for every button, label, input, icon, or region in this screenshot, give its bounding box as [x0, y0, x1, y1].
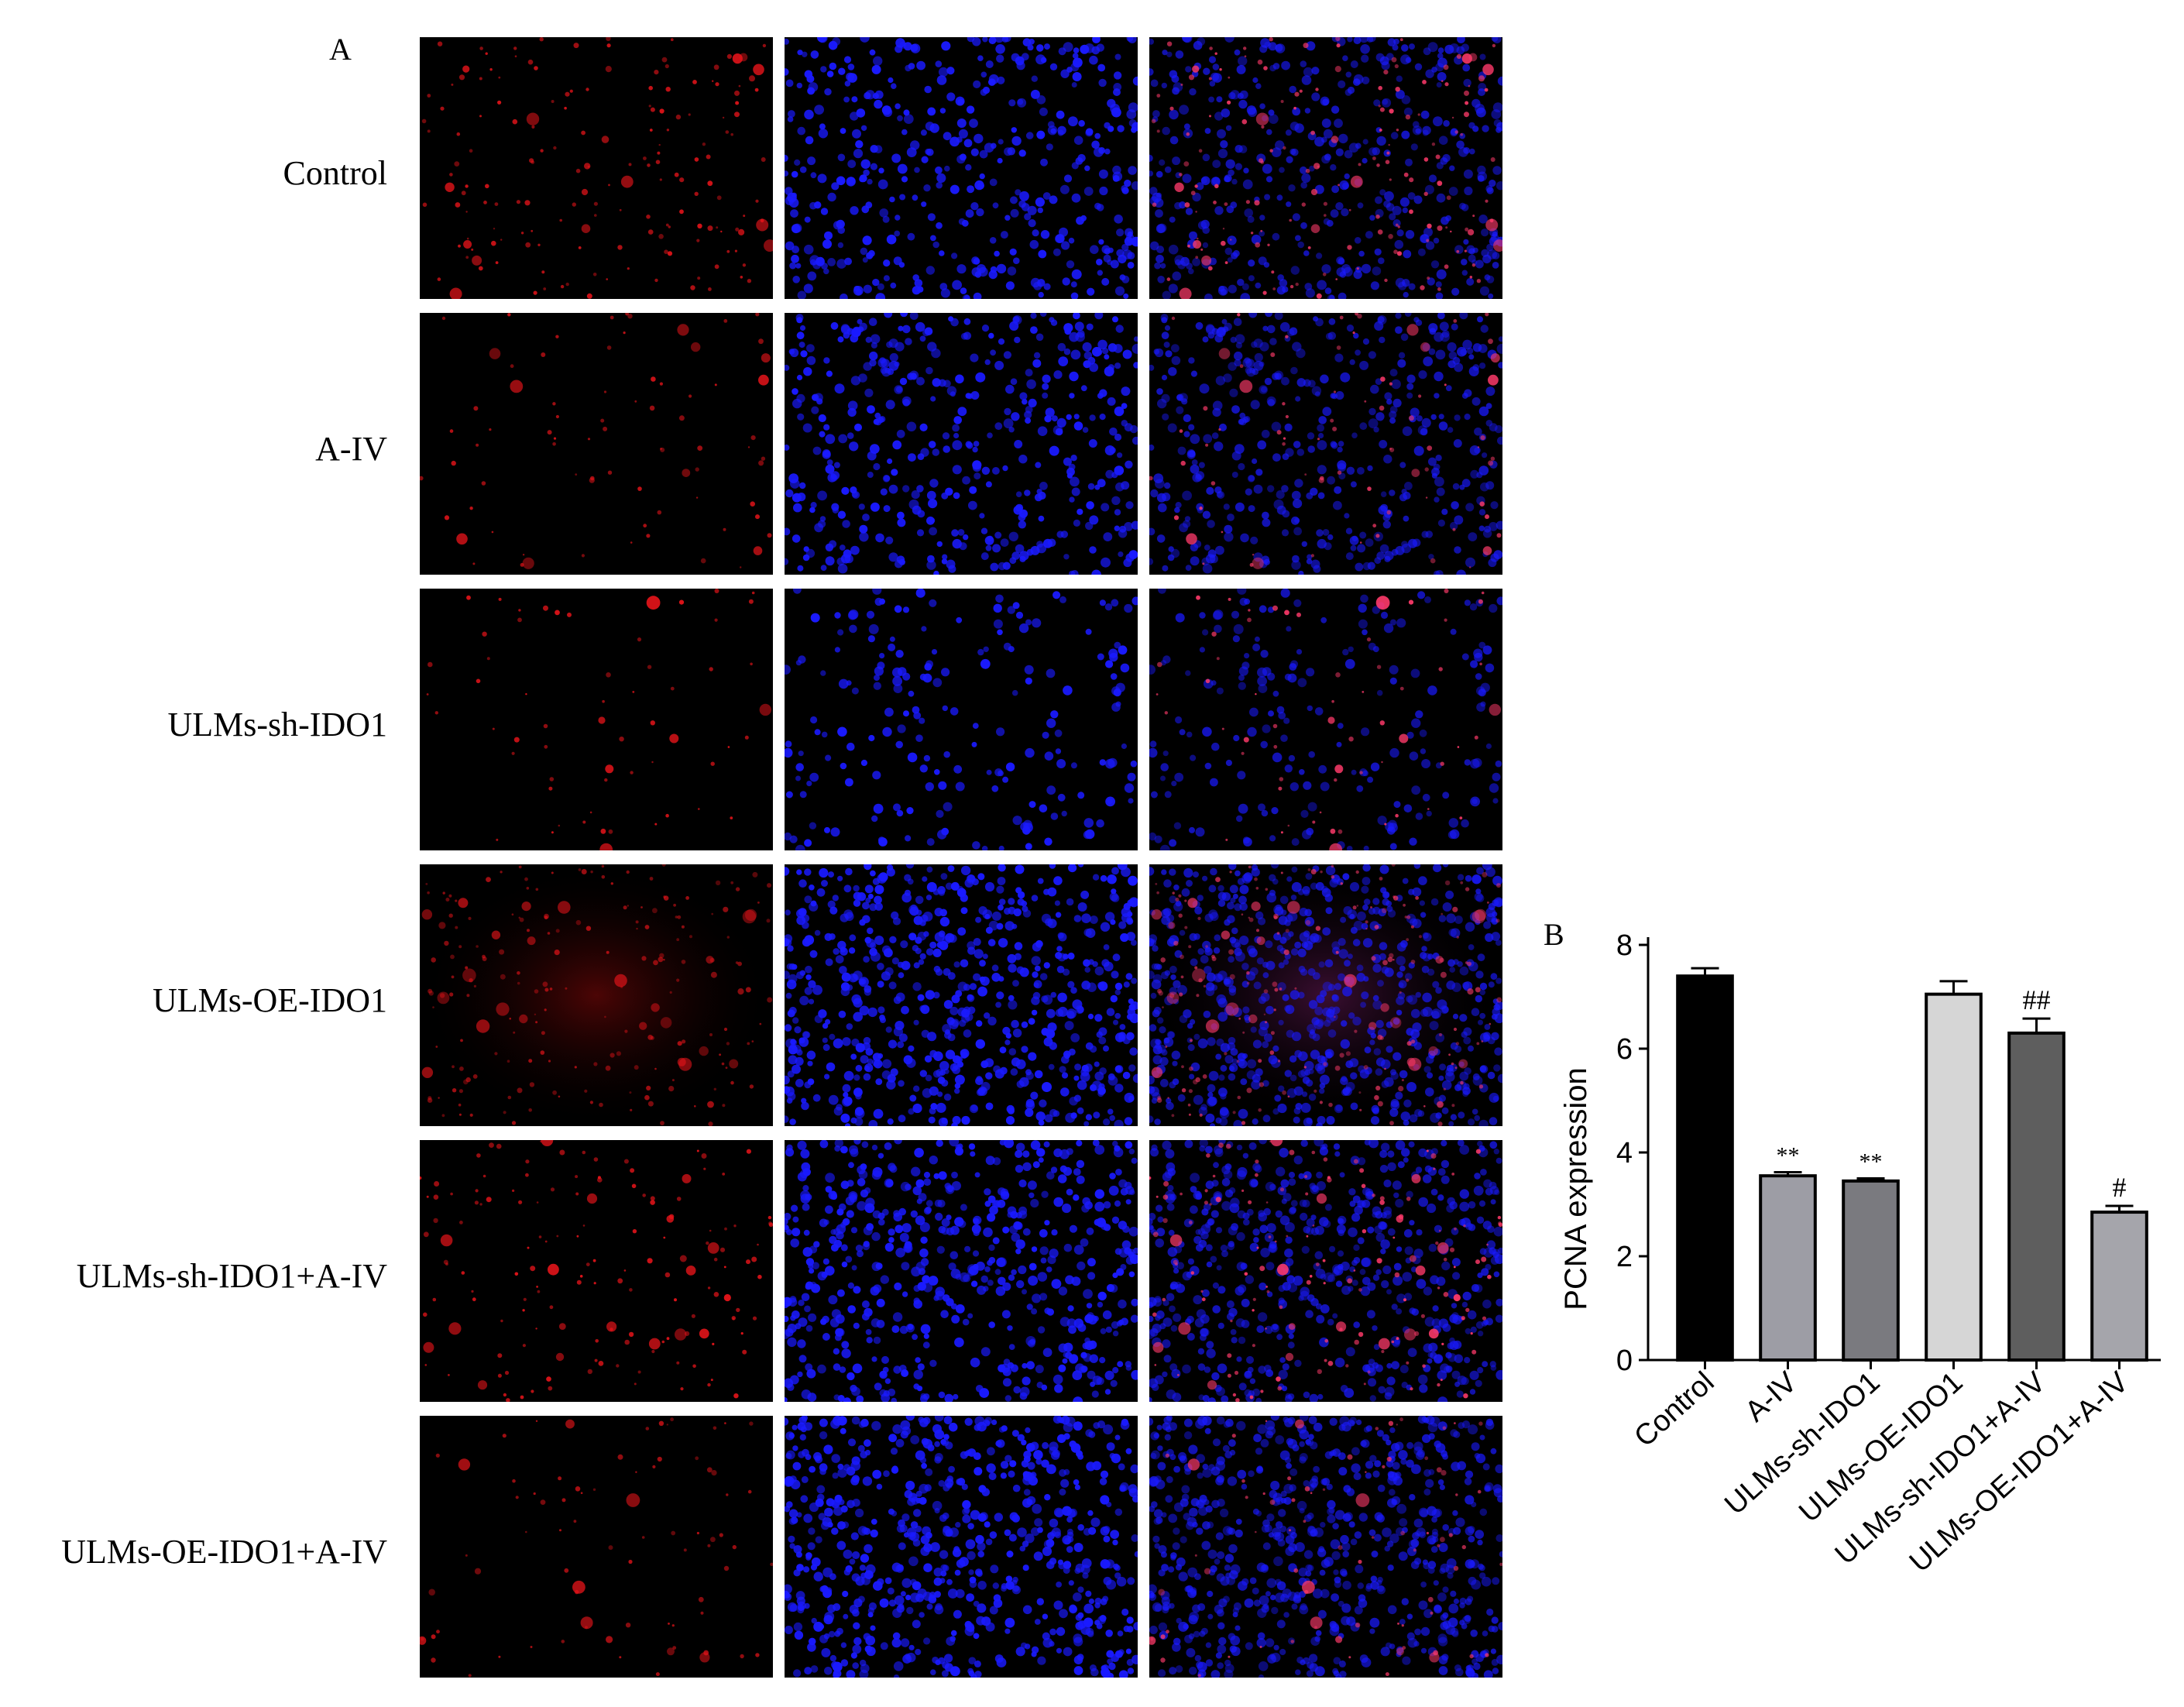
row-label: Control [283, 154, 387, 192]
bar-0 [1676, 974, 1734, 1362]
chart-annotations: ** **### [1777, 984, 2127, 1203]
bar-5 [2090, 1211, 2148, 1362]
significance-mark-5: # [2113, 1172, 2127, 1203]
micrograph-merged-channel [1149, 37, 1502, 299]
row-label: ULMs-OE-IDO1 [152, 981, 387, 1019]
micrograph-blue-channel [785, 1416, 1138, 1678]
y-tick-label: 4 [1616, 1137, 1633, 1169]
micrograph-blue-channel [785, 37, 1138, 299]
panel-b-label: B [1544, 917, 1564, 952]
micrograph-blue-channel [785, 864, 1138, 1126]
x-tick-label: Control [1628, 1365, 1720, 1453]
micrograph-merged-channel [1149, 589, 1502, 850]
micrograph-red-channel [420, 589, 773, 850]
micrograph-merged-channel [1149, 1140, 1502, 1402]
bar-4 [2007, 1031, 2066, 1362]
y-axis-label: PCNA expression [1559, 1067, 1593, 1310]
chart-bars [1676, 967, 2148, 1362]
micrograph-blue-channel [785, 313, 1138, 575]
micrograph-red-channel [420, 37, 773, 299]
row-label: ULMs-sh-IDO1+A-IV [76, 1257, 387, 1295]
row-label: ULMs-sh-IDO1 [167, 706, 387, 744]
micrograph-blue-channel [785, 589, 1138, 850]
y-tick-label: 6 [1616, 1033, 1633, 1066]
micrograph-blue-channel [785, 1140, 1138, 1402]
bar-2 [1842, 1179, 1900, 1362]
panel-a-label: A [329, 32, 352, 67]
row-label: A-IV [315, 430, 387, 468]
significance-mark-4: ## [2023, 984, 2051, 1015]
micrograph-merged-channel [1149, 1416, 1502, 1678]
row-label: ULMs-OE-IDO1+A-IV [61, 1533, 387, 1571]
x-tick-label: A-IV [1739, 1365, 1804, 1428]
micrograph-merged-channel [1149, 864, 1502, 1126]
bar-3 [1925, 992, 1983, 1362]
y-tick-label: 2 [1616, 1241, 1633, 1273]
bar-1 [1759, 1174, 1817, 1362]
micrograph-merged-channel [1149, 313, 1502, 575]
significance-mark-1: ** [1777, 1142, 1800, 1168]
y-tick-label: 0 [1616, 1345, 1633, 1377]
micrograph-red-channel [420, 864, 773, 1126]
significance-mark-2: ** [1859, 1149, 1883, 1175]
x-tick-labels: Control A-IVULMs-sh-IDO1ULMs-OE-IDO1ULMs-… [1628, 1365, 2135, 1578]
micrograph-red-channel [420, 1140, 773, 1402]
micrograph-red-channel [420, 313, 773, 575]
micrograph-red-channel [420, 1416, 773, 1678]
y-tick-label: 8 [1616, 929, 1633, 962]
